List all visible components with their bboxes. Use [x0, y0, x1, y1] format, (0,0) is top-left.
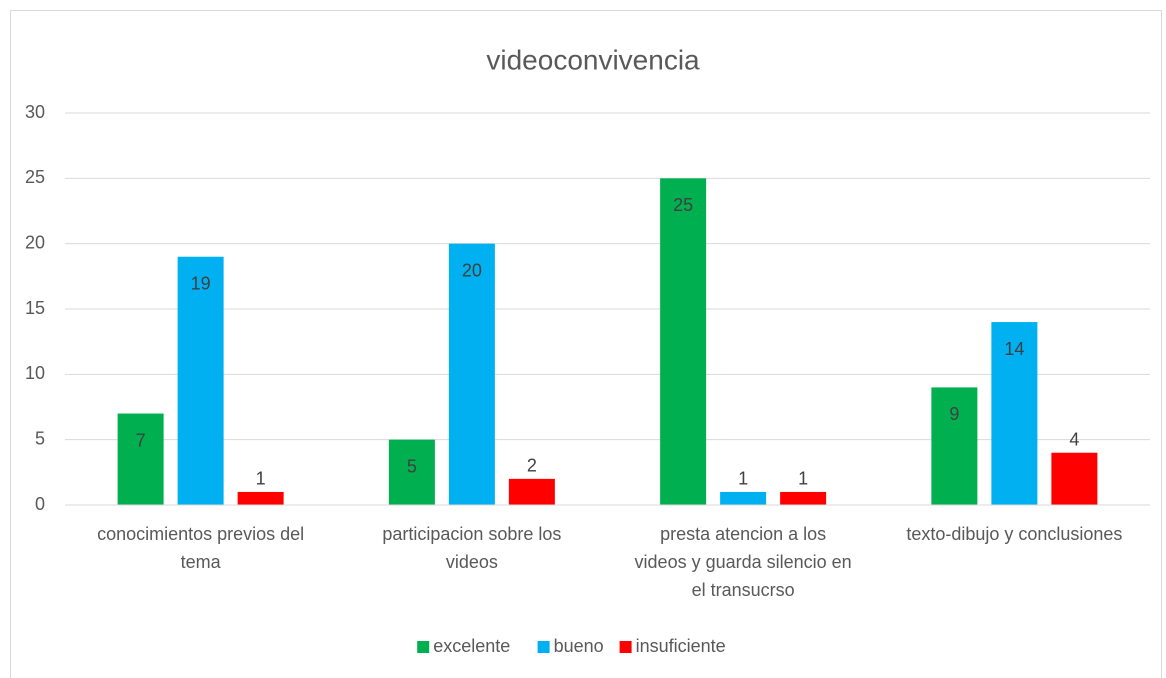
data-label: 7: [136, 430, 146, 450]
bar: [448, 243, 495, 505]
data-label: 25: [673, 195, 693, 215]
y-tick-label: 25: [25, 167, 45, 187]
y-tick-label: 20: [25, 232, 45, 252]
bar: [508, 478, 555, 505]
data-label: 2: [527, 456, 537, 476]
data-label: 4: [1069, 429, 1079, 449]
bar: [177, 256, 224, 505]
y-tick-label: 0: [35, 494, 45, 514]
y-tick-label: 30: [25, 102, 45, 122]
bar: [780, 491, 827, 505]
bar: [1051, 452, 1098, 505]
bar: [388, 439, 435, 505]
legend-label: bueno: [554, 636, 604, 656]
legend-swatch: [619, 641, 632, 653]
legend-swatch: [537, 641, 550, 653]
x-tick-label: conocimientos previos del tema: [97, 524, 304, 572]
bar: [117, 413, 164, 505]
data-label: 1: [256, 469, 266, 489]
data-label: 1: [798, 469, 808, 489]
legend-label: insuficiente: [636, 636, 726, 656]
bar: [660, 178, 707, 506]
data-label: 19: [191, 273, 211, 293]
x-tick-label: presta atencion a los videos y guarda sil…: [635, 524, 852, 600]
y-tick-label: 5: [35, 428, 45, 448]
bar: [720, 491, 767, 505]
data-label: 9: [949, 404, 959, 424]
x-tick-label: participacion sobre los videos: [382, 524, 561, 572]
data-label: 5: [407, 456, 417, 476]
data-label: 20: [462, 260, 482, 280]
legend-label: excelente: [433, 636, 510, 656]
bar: [931, 387, 978, 505]
legend-swatch: [417, 641, 430, 653]
y-tick-label: 15: [25, 298, 45, 318]
bar: [237, 491, 284, 505]
y-tick-label: 10: [25, 363, 45, 383]
x-tick-label: texto-dibujo y conclusiones: [906, 524, 1122, 544]
bar: [991, 322, 1038, 505]
data-label: 1: [738, 469, 748, 489]
chart-title: videoconvivencia: [486, 44, 700, 75]
data-label: 14: [1004, 339, 1024, 359]
